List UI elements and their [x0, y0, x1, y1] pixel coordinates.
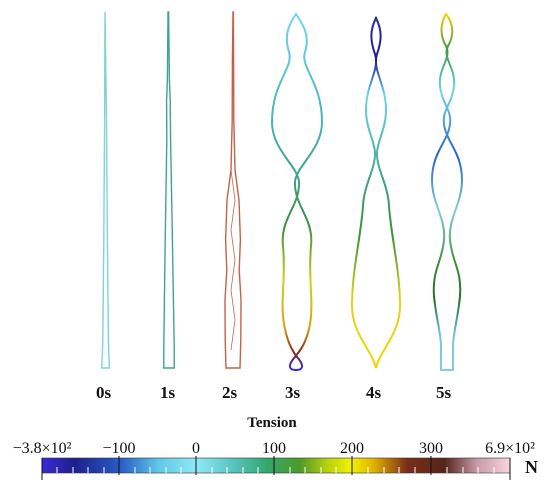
colorbar-tick-label: 200 — [340, 440, 364, 457]
frame-2s: 2s — [222, 11, 242, 402]
frame-5s-shape — [430, 12, 464, 371]
colorbar-tick-label: 100 — [262, 440, 286, 457]
colorbar-max-label: 6.9×10² — [485, 440, 535, 457]
frame-0s-label: 0s — [96, 383, 112, 402]
colorbar-tick-label: 300 — [419, 440, 443, 457]
frame-2s-inner — [230, 169, 236, 351]
frame-2s-shape — [224, 11, 242, 369]
frame-2s-label: 2s — [222, 383, 238, 402]
colorbar-tick-marks — [41, 456, 511, 480]
colorbar-gradient — [41, 457, 511, 474]
frame-5s-label: 5s — [436, 383, 452, 402]
colorbar-tick-label: −100 — [102, 440, 135, 457]
frame-3s-label: 3s — [285, 383, 301, 402]
frame-3s: 3s — [270, 12, 324, 402]
frame-4s-label: 4s — [366, 383, 382, 402]
frame-1s: 1s — [160, 11, 176, 402]
frame-5s: 5s — [430, 12, 464, 402]
frame-1s-shape — [163, 11, 175, 369]
colorbar-tick-label: 0 — [192, 440, 200, 457]
frame-4s-shape — [350, 15, 402, 369]
frame-1s-label: 1s — [160, 383, 176, 402]
frame-3s-shape — [270, 12, 324, 372]
colorbar-min-label: −3.8×10² — [13, 440, 72, 457]
colorbar-minor-ticks — [56, 467, 495, 473]
colorbar-unit: N — [525, 457, 538, 477]
colorbar-title: Tension — [247, 415, 297, 431]
tension-colorbar: Tension −3.8×10² −100 0 100 200 300 6.9×… — [13, 415, 538, 480]
frame-0s-shape — [101, 11, 111, 369]
frame-0s: 0s — [96, 11, 112, 402]
frame-4s: 4s — [350, 15, 402, 402]
